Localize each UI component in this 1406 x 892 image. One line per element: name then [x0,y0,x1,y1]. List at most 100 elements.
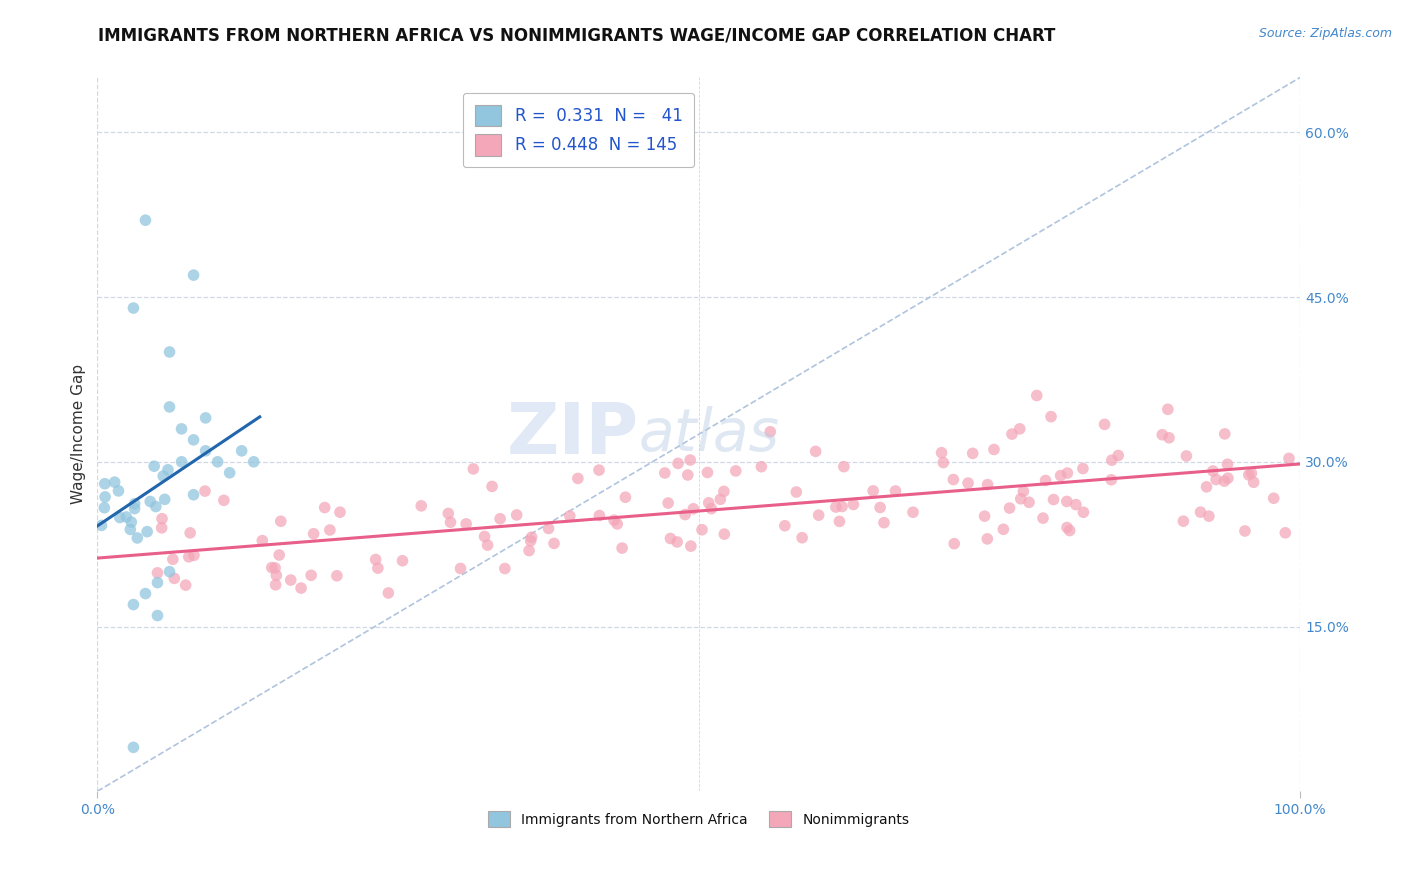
Point [159,345,181,359]
Point [1035,474,1057,488]
Point [614,490,637,504]
Point [505,508,527,522]
Point [696,466,718,480]
Point [90,518,112,533]
Point [1107,449,1129,463]
Point [107,483,129,498]
Point [122,598,145,612]
Point [474,529,496,543]
Point [1189,505,1212,519]
Point [517,543,540,558]
Point [1237,467,1260,482]
Point [654,466,676,480]
Point [588,508,610,523]
Point [1001,427,1024,442]
Point [1157,431,1180,445]
Point [1198,509,1220,524]
Point [713,527,735,541]
Point [494,561,516,575]
Point [1213,474,1236,488]
Point [901,505,924,519]
Point [807,508,830,523]
Point [159,565,181,579]
Point [212,493,235,508]
Point [290,581,312,595]
Point [1040,409,1063,424]
Point [825,500,848,514]
Point [143,459,166,474]
Point [700,501,723,516]
Point [179,525,201,540]
Point [567,471,589,485]
Point [377,586,399,600]
Point [134,586,156,600]
Point [159,400,181,414]
Point [127,531,149,545]
Point [391,554,413,568]
Point [94,476,117,491]
Point [558,508,581,523]
Point [1152,427,1174,442]
Point [973,509,995,524]
Point [124,497,146,511]
Point [120,515,142,529]
Point [367,561,389,575]
Point [411,499,433,513]
Point [1233,524,1256,538]
Point [697,496,720,510]
Point [1216,457,1239,471]
Point [153,492,176,507]
Point [606,516,628,531]
Point [183,488,205,502]
Point [1216,471,1239,485]
Point [122,301,145,315]
Point [1094,417,1116,432]
Point [773,518,796,533]
Point [1243,475,1265,490]
Point [1025,388,1047,402]
Point [610,541,633,555]
Point [659,532,682,546]
Point [270,514,292,528]
Point [676,467,699,482]
Point [943,537,966,551]
Point [862,483,884,498]
Point [1071,461,1094,475]
Point [115,510,138,524]
Point [302,526,325,541]
Point [183,549,205,563]
Point [194,410,217,425]
Point [463,462,485,476]
Point [319,523,342,537]
Point [666,535,689,549]
Text: atlas: atlas [638,406,779,463]
Point [146,608,169,623]
Point [134,213,156,227]
Point [790,531,813,545]
Point [1010,491,1032,506]
Point [873,516,896,530]
Point [122,740,145,755]
Point [162,552,184,566]
Point [1278,451,1301,466]
Point [1042,492,1064,507]
Point [266,568,288,582]
Point [1056,466,1078,480]
Point [1056,520,1078,534]
Point [724,464,747,478]
Point [207,455,229,469]
Point [842,498,865,512]
Point [104,475,127,490]
Point [520,530,543,544]
Point [1274,525,1296,540]
Point [666,456,689,470]
Point [1195,480,1218,494]
Point [264,561,287,575]
Point [983,442,1005,457]
Point [170,422,193,436]
Point [269,548,291,562]
Point [957,476,980,491]
Point [998,501,1021,516]
Point [942,473,965,487]
Point [145,500,167,514]
